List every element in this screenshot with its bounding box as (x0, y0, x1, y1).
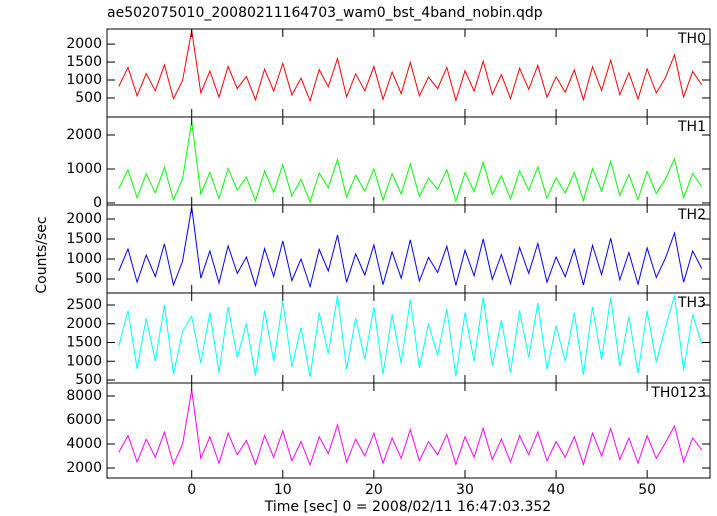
panel-label: TH1 (677, 119, 706, 135)
y-tick-label: 1000 (66, 251, 102, 267)
panel-label: TH3 (677, 295, 706, 311)
y-tick-label: 500 (75, 372, 102, 388)
x-tick-label: 30 (456, 482, 474, 498)
data-line (118, 121, 703, 204)
y-tick-label: 2000 (66, 36, 102, 52)
y-tick-label: 500 (75, 271, 102, 287)
x-tick-label: 50 (638, 482, 656, 498)
data-line (118, 389, 703, 467)
y-tick-label: 8000 (66, 388, 102, 404)
panel-label: TH0 (677, 31, 706, 47)
y-tick-label: 4000 (66, 436, 102, 452)
x-tick-label: 10 (274, 482, 292, 498)
y-tick-label: 2000 (66, 127, 102, 143)
y-tick-label: 2000 (66, 211, 102, 227)
y-tick-label: 1500 (66, 335, 102, 351)
y-tick-label: 1000 (66, 161, 102, 177)
y-tick-label: 1000 (66, 353, 102, 369)
chart-title: ae502075010_20080211164703_wam0_bst_4ban… (107, 5, 543, 21)
x-tick-label: 40 (547, 482, 565, 498)
panel-frame (106, 116, 711, 206)
x-tick-label: 20 (365, 482, 383, 498)
y-tick-label: 2000 (66, 316, 102, 332)
panel-label: TH2 (677, 207, 706, 223)
x-axis-label: Time [sec] 0 = 2008/02/11 16:47:03.352 (264, 499, 551, 515)
y-tick-label: 1500 (66, 54, 102, 70)
y-tick-label: 2500 (66, 297, 102, 313)
y-tick-label: 6000 (66, 412, 102, 428)
data-line (118, 295, 703, 378)
panel-label: TH0123 (650, 385, 706, 401)
y-tick-label: 0 (93, 195, 102, 211)
y-tick-label: 2000 (66, 460, 102, 476)
y-tick-label: 1000 (66, 72, 102, 88)
panel-frame (106, 292, 711, 384)
panel-frame (106, 382, 711, 479)
x-tick-label: 0 (187, 482, 196, 498)
y-tick-label: 500 (75, 90, 102, 106)
data-line (118, 206, 703, 289)
y-axis-label: Counts/sec (34, 216, 50, 293)
data-line (118, 30, 703, 103)
y-tick-label: 1500 (66, 231, 102, 247)
